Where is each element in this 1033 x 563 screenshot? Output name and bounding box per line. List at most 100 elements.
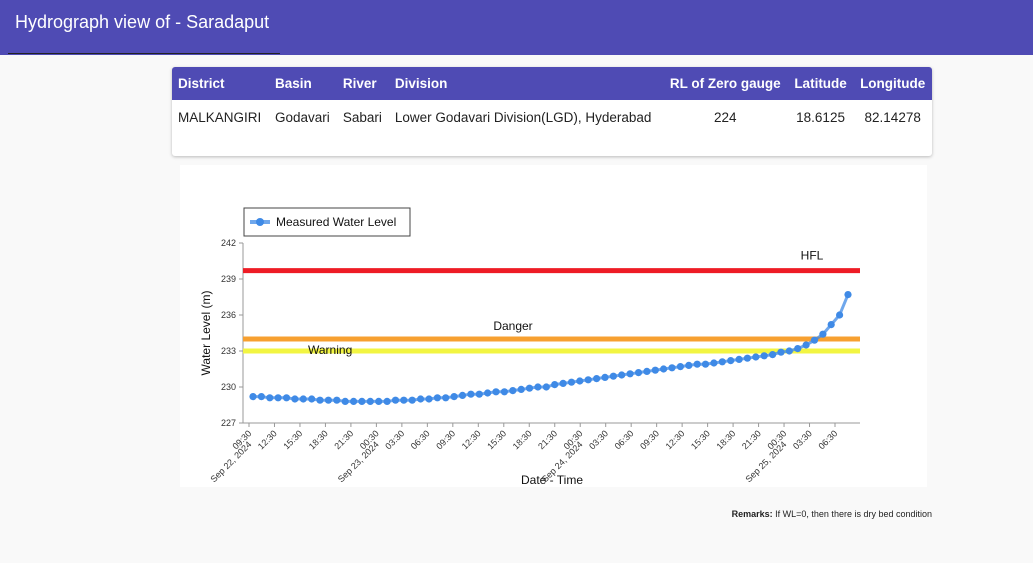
data-point [433, 394, 441, 402]
data-point [593, 375, 601, 383]
data-point [475, 390, 483, 398]
x-tick-label: 21:30 [536, 428, 559, 451]
data-point [634, 369, 643, 377]
data-point [584, 376, 592, 384]
data-point [417, 395, 425, 403]
data-point [810, 336, 819, 344]
y-tick-label: 230 [221, 382, 236, 392]
data-point [618, 371, 626, 379]
data-point [257, 393, 265, 401]
data-point [576, 377, 584, 385]
data-point [609, 372, 617, 380]
reference-label-hfl: HFL [801, 249, 824, 263]
y-tick-label: 242 [221, 238, 236, 248]
data-point [601, 373, 609, 381]
data-point [308, 395, 316, 403]
reference-label-danger: Danger [493, 319, 532, 333]
col-rl-zero-gauge: RL of Zero gauge [669, 76, 781, 91]
col-division: Division [394, 76, 448, 91]
data-point [701, 360, 710, 368]
app-header: Hydrograph view of - Saradaput [0, 0, 1033, 55]
station-info-table: District Basin River Division RL of Zero… [172, 67, 932, 134]
reference-label-warning: Warning [308, 343, 352, 357]
legend-swatch-marker [256, 218, 264, 226]
data-point [651, 366, 659, 374]
x-tick-label: 18:30 [714, 428, 737, 451]
data-point [785, 347, 793, 355]
data-point [626, 370, 634, 378]
y-axis-title: Water Level (m) [199, 291, 213, 376]
title-underline [8, 53, 280, 54]
cell-rl-zero-gauge: 224 [714, 109, 737, 125]
col-basin: Basin [274, 76, 312, 91]
data-point [844, 291, 852, 299]
data-point [400, 396, 408, 404]
data-point [375, 397, 383, 405]
data-point [802, 341, 810, 349]
data-point [341, 397, 349, 405]
data-point [408, 396, 416, 404]
y-tick-label: 227 [221, 418, 236, 428]
x-tick-label: 03:30 [383, 428, 406, 451]
x-tick-label: 03:30 [587, 428, 610, 451]
data-point [291, 395, 299, 403]
y-tick-label: 239 [221, 274, 236, 284]
page-title: Hydrograph view of - Saradaput [15, 12, 270, 32]
cell-basin: Godavari [274, 109, 330, 125]
data-point [358, 397, 366, 405]
col-latitude: Latitude [794, 76, 847, 91]
y-tick-label: 233 [221, 346, 236, 356]
legend-box [243, 207, 411, 237]
x-tick-label: 03:30 [791, 428, 814, 451]
data-point [509, 387, 517, 395]
data-point [769, 351, 777, 359]
x-tick-label: 09:30 [434, 428, 457, 451]
data-point [274, 394, 282, 402]
x-tick-label: 21:30 [332, 428, 355, 451]
x-tick-label: 21:30 [740, 428, 763, 451]
x-tick-label: 09:30 [638, 428, 661, 451]
data-point [391, 396, 400, 404]
x-tick-label: 18:30 [307, 428, 330, 451]
x-tick-label: 12:30 [664, 428, 687, 451]
x-tick-label: 12:30 [460, 428, 483, 451]
col-longitude: Longitude [860, 76, 926, 91]
cell-district: MALKANGIRI [178, 109, 262, 125]
x-axis-title: Date - Time [521, 473, 583, 487]
data-point [350, 397, 358, 405]
remarks-note: Remarks: If WL=0, then there is dry bed … [732, 509, 932, 519]
col-district: District [178, 76, 225, 91]
data-point [559, 379, 567, 387]
data-point [282, 394, 291, 402]
x-tick-label: 06:30 [613, 428, 636, 451]
data-point [676, 363, 684, 371]
x-tick-label: 15:30 [689, 428, 712, 451]
data-point [752, 353, 760, 361]
data-point [425, 395, 433, 403]
data-point [517, 385, 525, 393]
data-point [442, 394, 450, 402]
legend-entry: Measured Water Level [276, 215, 396, 229]
data-point [710, 359, 718, 367]
col-river: River [342, 76, 377, 91]
data-point [643, 367, 651, 375]
data-point [542, 383, 550, 391]
cell-longitude: 82.14278 [864, 109, 921, 125]
data-point [794, 345, 802, 353]
cell-division: Lower Godavari Division(LGD), Hyderabad [394, 109, 652, 125]
data-point [827, 321, 835, 329]
data-point [492, 388, 500, 396]
data-point [668, 364, 676, 372]
data-point [819, 330, 827, 338]
data-point [366, 397, 374, 405]
data-point [660, 365, 668, 373]
x-tick-label: 06:30 [409, 428, 432, 451]
cell-river: Sabari [342, 109, 382, 125]
station-info-card: District Basin River Division RL of Zero… [172, 67, 932, 156]
data-point [249, 393, 257, 401]
data-point [333, 396, 341, 404]
data-point [316, 396, 324, 404]
data-point [467, 390, 475, 398]
data-point [450, 393, 458, 401]
